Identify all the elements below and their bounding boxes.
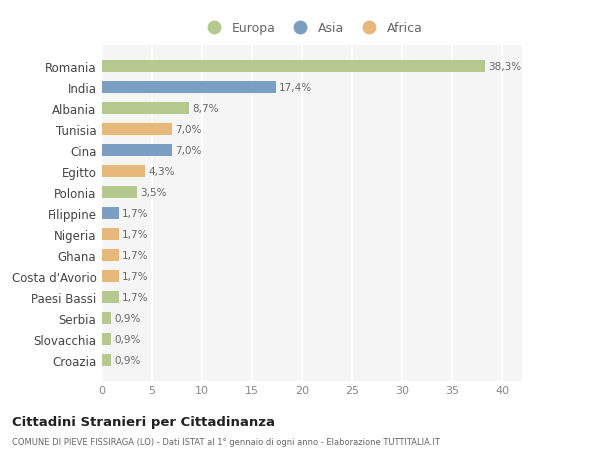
Bar bbox=[102, 313, 111, 324]
Bar bbox=[102, 354, 111, 366]
Bar bbox=[102, 333, 111, 345]
Bar bbox=[102, 166, 145, 177]
Bar bbox=[102, 124, 172, 135]
Text: 8,7%: 8,7% bbox=[192, 104, 218, 114]
Text: 3,5%: 3,5% bbox=[140, 188, 167, 197]
Bar bbox=[102, 187, 137, 198]
Text: 1,7%: 1,7% bbox=[122, 230, 149, 239]
Text: 1,7%: 1,7% bbox=[122, 271, 149, 281]
Bar bbox=[102, 250, 119, 261]
Text: 0,9%: 0,9% bbox=[114, 355, 140, 365]
Bar bbox=[102, 145, 172, 157]
Text: 38,3%: 38,3% bbox=[488, 62, 521, 72]
Legend: Europa, Asia, Africa: Europa, Asia, Africa bbox=[198, 19, 426, 39]
Text: 4,3%: 4,3% bbox=[148, 167, 175, 177]
Bar bbox=[102, 207, 119, 219]
Text: 17,4%: 17,4% bbox=[279, 83, 312, 93]
Bar bbox=[102, 229, 119, 240]
Text: 0,9%: 0,9% bbox=[114, 313, 140, 323]
Text: 1,7%: 1,7% bbox=[122, 250, 149, 260]
Text: 7,0%: 7,0% bbox=[175, 125, 202, 134]
Bar bbox=[102, 103, 189, 114]
Text: 1,7%: 1,7% bbox=[122, 208, 149, 218]
Bar bbox=[102, 82, 276, 94]
Bar bbox=[102, 291, 119, 303]
Text: 0,9%: 0,9% bbox=[114, 334, 140, 344]
Bar bbox=[102, 270, 119, 282]
Bar bbox=[102, 61, 485, 73]
Text: 1,7%: 1,7% bbox=[122, 292, 149, 302]
Text: Cittadini Stranieri per Cittadinanza: Cittadini Stranieri per Cittadinanza bbox=[12, 415, 275, 428]
Text: COMUNE DI PIEVE FISSIRAGA (LO) - Dati ISTAT al 1° gennaio di ogni anno - Elabora: COMUNE DI PIEVE FISSIRAGA (LO) - Dati IS… bbox=[12, 437, 440, 446]
Text: 7,0%: 7,0% bbox=[175, 146, 202, 156]
